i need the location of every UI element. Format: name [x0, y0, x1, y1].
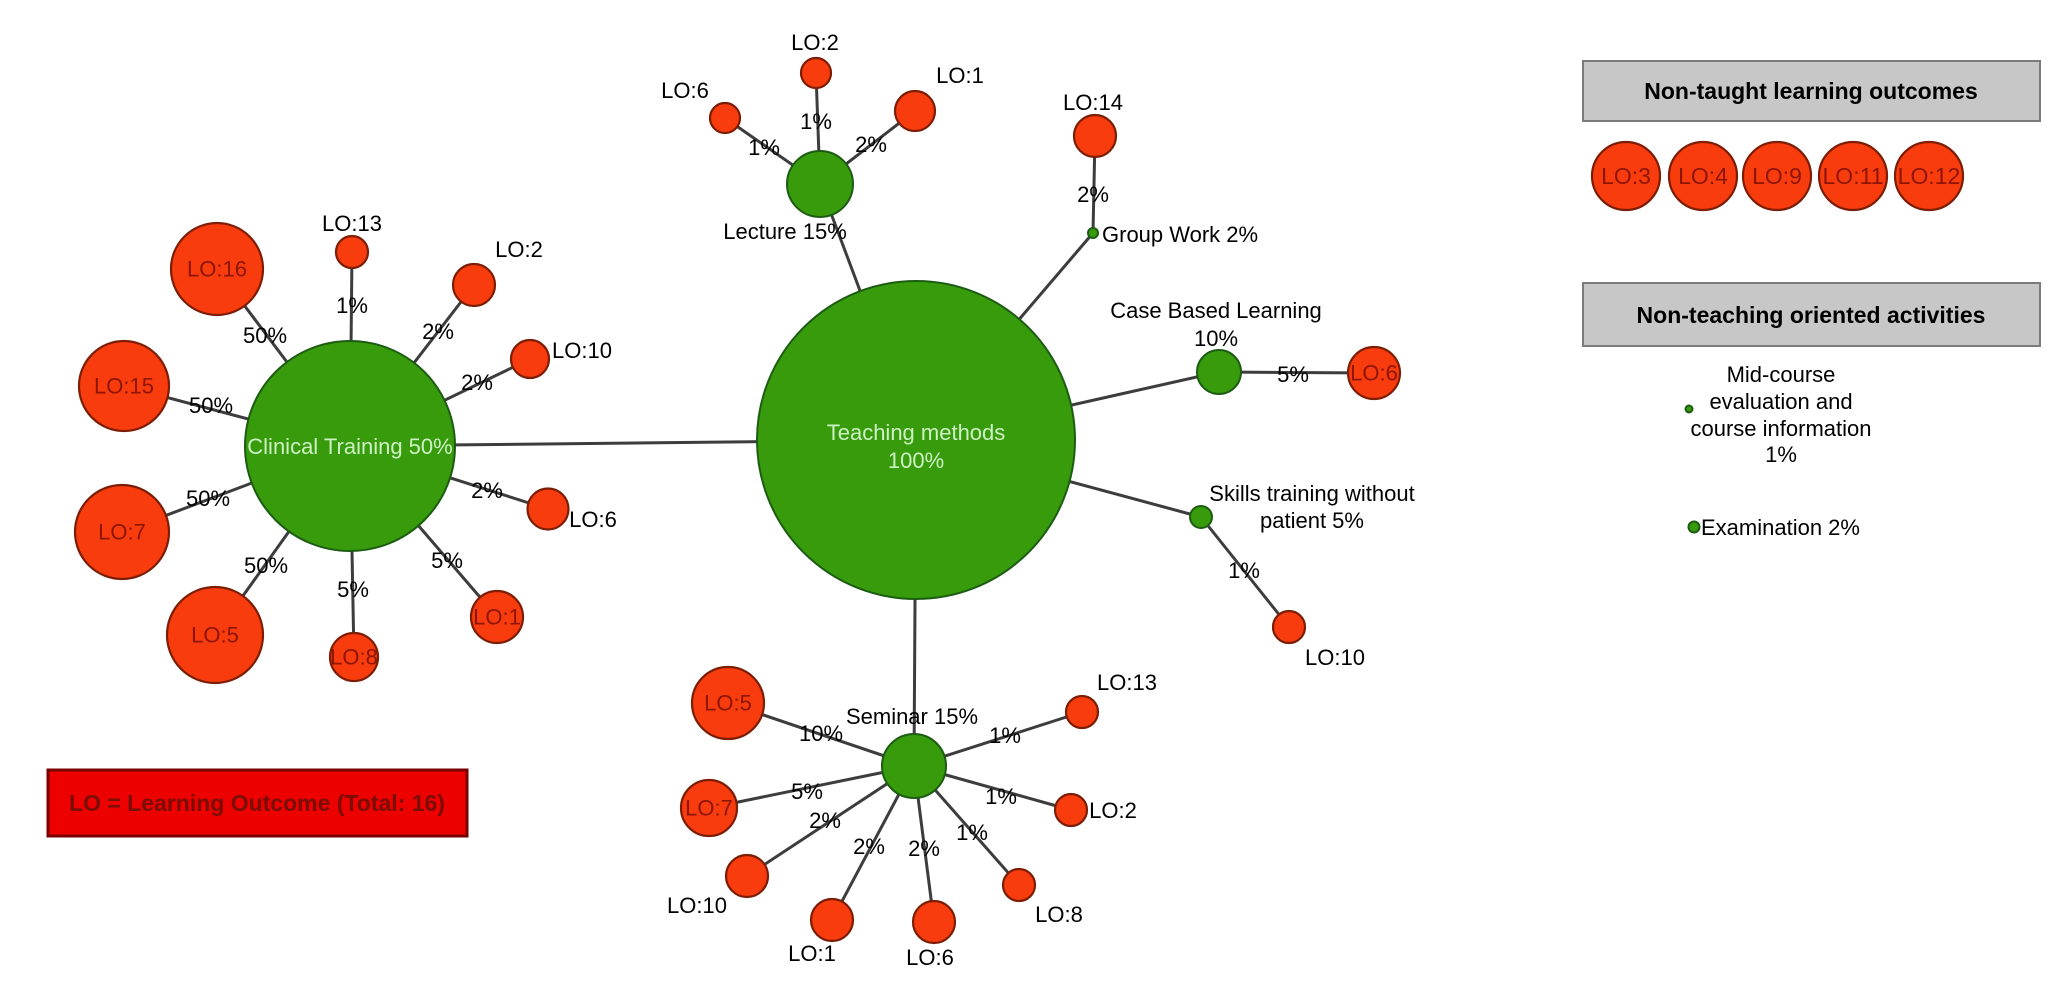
svg-text:2%: 2% [461, 370, 493, 395]
svg-text:LO = Learning Outcome (Total:: LO = Learning Outcome (Total: 16) [69, 790, 445, 816]
svg-text:Skills training without: Skills training without [1209, 481, 1414, 506]
svg-text:100%: 100% [888, 448, 944, 473]
svg-text:2%: 2% [853, 834, 885, 859]
svg-text:Seminar 15%: Seminar 15% [846, 704, 978, 729]
svg-text:5%: 5% [431, 548, 463, 573]
svg-text:1%: 1% [800, 109, 832, 134]
svg-text:2%: 2% [1077, 182, 1109, 207]
svg-text:LO:10: LO:10 [1305, 645, 1365, 670]
svg-text:LO:6: LO:6 [1350, 361, 1398, 386]
svg-text:evaluation and: evaluation and [1709, 389, 1852, 414]
svg-text:LO:2: LO:2 [495, 237, 543, 262]
svg-text:LO:10: LO:10 [552, 338, 612, 363]
svg-text:LO:12: LO:12 [1898, 163, 1961, 189]
svg-text:LO:2: LO:2 [1089, 798, 1137, 823]
svg-text:2%: 2% [471, 478, 503, 503]
svg-text:Group Work 2%: Group Work 2% [1102, 222, 1258, 247]
svg-text:1%: 1% [1765, 442, 1797, 467]
svg-text:Teaching methods: Teaching methods [827, 420, 1006, 445]
svg-text:2%: 2% [809, 808, 841, 833]
svg-text:10%: 10% [799, 721, 843, 746]
svg-text:Case Based Learning: Case Based Learning [1110, 298, 1322, 323]
svg-text:10%: 10% [1194, 326, 1238, 351]
svg-text:2%: 2% [422, 319, 454, 344]
svg-text:LO:5: LO:5 [704, 691, 752, 716]
svg-text:LO:13: LO:13 [322, 211, 382, 236]
svg-text:2%: 2% [908, 836, 940, 861]
svg-text:1%: 1% [1228, 558, 1260, 583]
svg-text:1%: 1% [985, 784, 1017, 809]
svg-text:LO:7: LO:7 [685, 796, 733, 821]
svg-text:50%: 50% [244, 553, 288, 578]
svg-text:Lecture 15%: Lecture 15% [723, 219, 847, 244]
svg-text:LO:1: LO:1 [788, 941, 836, 966]
svg-text:LO:9: LO:9 [1752, 163, 1802, 189]
svg-text:1%: 1% [748, 135, 780, 160]
svg-text:LO:7: LO:7 [98, 520, 146, 545]
svg-text:course information: course information [1691, 416, 1872, 441]
svg-text:50%: 50% [189, 393, 233, 418]
svg-text:patient 5%: patient 5% [1260, 508, 1364, 533]
svg-text:Non-taught learning outcomes: Non-taught learning outcomes [1644, 78, 1978, 104]
svg-text:LO:16: LO:16 [187, 257, 247, 282]
svg-text:LO:1: LO:1 [473, 605, 521, 630]
svg-text:LO:10: LO:10 [667, 893, 727, 918]
svg-text:Mid-course: Mid-course [1727, 362, 1836, 387]
svg-text:LO:8: LO:8 [330, 645, 378, 670]
svg-text:1%: 1% [956, 820, 988, 845]
svg-text:LO:3: LO:3 [1601, 163, 1651, 189]
svg-text:LO:6: LO:6 [906, 945, 954, 970]
svg-text:2%: 2% [855, 132, 887, 157]
svg-text:LO:5: LO:5 [191, 623, 239, 648]
svg-text:LO:11: LO:11 [1823, 163, 1884, 189]
svg-text:1%: 1% [336, 293, 368, 318]
svg-text:50%: 50% [186, 486, 230, 511]
svg-text:1%: 1% [989, 723, 1021, 748]
svg-text:LO:2: LO:2 [791, 30, 839, 55]
svg-text:LO:1: LO:1 [936, 63, 984, 88]
svg-text:5%: 5% [791, 779, 823, 804]
svg-text:LO:8: LO:8 [1035, 902, 1083, 927]
svg-text:LO:6: LO:6 [569, 507, 617, 532]
svg-text:Examination 2%: Examination 2% [1701, 515, 1860, 540]
svg-text:LO:6: LO:6 [661, 78, 709, 103]
svg-text:LO:15: LO:15 [94, 374, 154, 399]
svg-text:5%: 5% [337, 577, 369, 602]
svg-text:Clinical Training 50%: Clinical Training 50% [247, 434, 452, 459]
svg-text:LO:4: LO:4 [1678, 163, 1728, 189]
svg-text:50%: 50% [243, 323, 287, 348]
svg-text:LO:14: LO:14 [1063, 90, 1123, 115]
svg-text:5%: 5% [1277, 362, 1309, 387]
svg-text:LO:13: LO:13 [1097, 670, 1157, 695]
svg-text:Non-teaching oriented activiti: Non-teaching oriented activities [1637, 302, 1986, 328]
